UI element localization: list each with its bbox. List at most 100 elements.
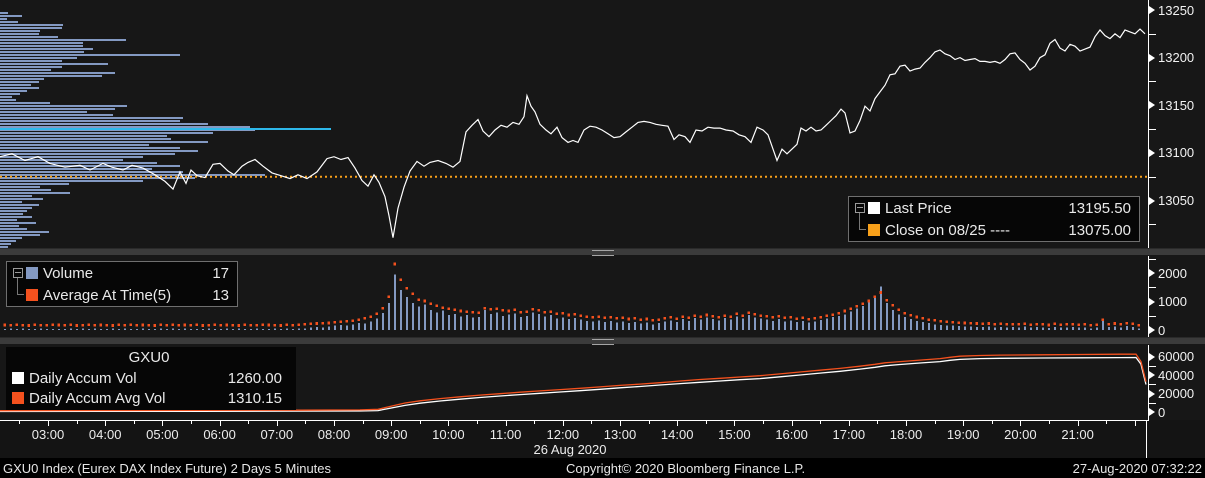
tick-arrow-icon <box>1149 371 1155 380</box>
y-axis-tick-label: 2000 <box>1149 266 1187 281</box>
date-label: 26 Aug 2020 <box>533 442 607 457</box>
legend-row-daily-accum-avg-vol[interactable]: Daily Accum Avg Vol 1310.15 <box>8 388 290 408</box>
time-axis-tick <box>48 421 49 426</box>
y-axis-minor-tick <box>1149 177 1156 178</box>
time-axis-tick <box>448 421 450 426</box>
time-axis-tick <box>1020 421 1022 426</box>
splitter-grip-icon[interactable] <box>592 339 614 345</box>
y-axis-minor-tick <box>1149 287 1156 288</box>
y-axis-minor-tick <box>1149 34 1156 35</box>
tick-arrow-icon <box>1149 196 1155 205</box>
accum-y-axis[interactable]: 60000 40000 20000 0 <box>1148 345 1205 420</box>
time-axis-tick <box>934 421 936 424</box>
y-axis-tick-label: 40000 <box>1149 368 1194 383</box>
time-axis-label: 16:00 <box>775 427 808 442</box>
time-axis-tick <box>362 421 364 424</box>
time-axis-label: 14:00 <box>660 427 694 442</box>
last-price-swatch <box>868 202 880 214</box>
tick-arrow-icon <box>1149 297 1155 306</box>
time-axis-tick <box>677 421 679 426</box>
tick-arrow-icon <box>1149 269 1155 277</box>
y-axis-tick-label: 13250 <box>1149 3 1194 18</box>
time-axis-label: 09:00 <box>374 427 408 442</box>
time-axis-tick <box>477 421 478 424</box>
y-axis-minor-tick <box>1149 316 1156 317</box>
y-axis-minor-tick <box>1149 224 1156 225</box>
accum-chart-plot[interactable] <box>0 345 1148 420</box>
volume-swatch <box>26 267 38 279</box>
time-axis-tick <box>391 421 393 426</box>
tick-arrow-icon <box>1149 408 1155 416</box>
legend-row-last-price[interactable]: Last Price 13195.50 <box>849 197 1139 219</box>
avg-at-time-swatch <box>26 289 38 301</box>
time-axis-tick <box>505 421 507 426</box>
legend-row-volume[interactable]: Volume 17 <box>7 262 237 284</box>
tick-arrow-icon <box>1149 6 1155 14</box>
time-axis-tick <box>219 421 221 426</box>
volume-chart-plot[interactable] <box>0 256 1148 337</box>
daily-accum-avg-vol-value: 1310.15 <box>227 389 282 407</box>
tree-elbow-icon <box>859 213 866 230</box>
tick-arrow-icon <box>1149 389 1155 398</box>
time-axis-label: 08:00 <box>317 427 351 442</box>
y-axis-tick-label: 0 <box>1149 323 1165 338</box>
y-axis-minor-tick <box>1149 259 1156 260</box>
time-axis-tick <box>763 421 764 424</box>
timestamp: 27-Aug-2020 07:32:22 <box>1072 461 1202 476</box>
time-axis-tick <box>877 421 879 424</box>
y-axis-tick-label: 13100 <box>1149 145 1194 160</box>
time-axis-tick <box>334 421 335 426</box>
time-axis[interactable]: 26 Aug 2020 03:00 04:00 05:00 06:00 07:00 08:… <box>0 420 1205 458</box>
tick-arrow-icon <box>1149 53 1155 62</box>
close-label: Close on 08/25 ---- <box>885 221 1011 239</box>
price-y-axis[interactable]: 13250 13200 13150 13100 13050 <box>1148 0 1205 248</box>
tree-column <box>11 278 26 306</box>
legend-row-close[interactable]: Close on 08/25 ---- 13075.00 <box>849 213 1139 241</box>
splitter-grip-icon[interactable] <box>592 250 614 256</box>
y-axis-tick-label: 13200 <box>1149 50 1194 65</box>
time-axis-tick <box>105 421 107 426</box>
time-axis-tick <box>248 421 250 424</box>
last-price-value: 13195.50 <box>1068 199 1131 217</box>
time-axis-label: 21:00 <box>1061 427 1094 442</box>
tick-arrow-icon <box>1149 352 1155 361</box>
accum-legend: GXU0 Daily Accum Vol 1260.00 Daily Accum… <box>6 347 296 410</box>
status-bar: GXU0 Index (Eurex DAX Index Future) 2 Da… <box>0 458 1205 478</box>
time-axis-line <box>0 420 1149 421</box>
tick-arrow-icon <box>1149 148 1155 157</box>
y-axis-tick-label: 13050 <box>1149 193 1194 208</box>
time-axis-tick <box>1106 421 1108 424</box>
collapse-toggle-icon[interactable] <box>855 203 865 213</box>
daily-accum-avg-vol-label: Daily Accum Avg Vol <box>29 389 166 407</box>
price-chart-plot[interactable] <box>0 0 1148 248</box>
time-axis-tick <box>991 421 993 424</box>
time-axis-label: 04:00 <box>88 427 122 442</box>
day-separator-line <box>1146 420 1147 458</box>
time-axis-tick <box>76 421 78 424</box>
panel-splitter[interactable] <box>0 248 1205 256</box>
security-description: GXU0 Index (Eurex DAX Index Future) 2 Da… <box>3 461 332 476</box>
y-axis-tick-label: 13150 <box>1149 98 1194 113</box>
volume-value: 17 <box>212 264 229 282</box>
avg-at-time-value: 13 <box>212 286 229 304</box>
panel-splitter[interactable] <box>0 337 1205 345</box>
time-axis-label: 07:00 <box>260 427 294 442</box>
last-price-label: Last Price <box>885 199 952 217</box>
y-axis-minor-tick <box>1149 366 1156 367</box>
y-axis-minor-tick <box>1149 81 1156 82</box>
time-axis-tick <box>1077 421 1079 426</box>
tree-column <box>853 197 868 219</box>
close-swatch <box>868 224 880 236</box>
time-axis-tick <box>419 421 421 424</box>
time-axis-label: 10:00 <box>432 427 465 442</box>
y-axis-tick-label: 0 <box>1149 405 1165 420</box>
volume-y-axis[interactable]: 2000 1000 0 <box>1148 256 1205 338</box>
time-axis-label: 20:00 <box>1004 427 1037 442</box>
time-axis-tick <box>133 421 135 424</box>
legend-row-avg-at-time[interactable]: Average At Time(5) 13 <box>7 278 237 306</box>
tick-arrow-icon <box>1149 101 1155 110</box>
legend-row-daily-accum-vol[interactable]: Daily Accum Vol 1260.00 <box>8 368 290 388</box>
collapse-toggle-icon[interactable] <box>13 268 23 278</box>
time-axis-tick <box>848 421 850 426</box>
